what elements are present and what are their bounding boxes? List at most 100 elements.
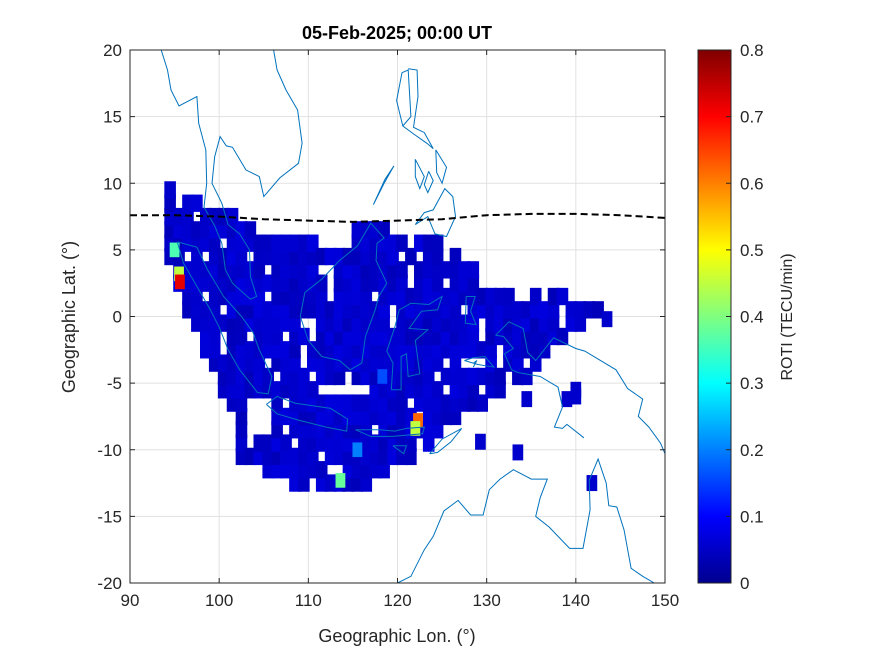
roti-cell [422, 327, 435, 346]
roti-cell [520, 301, 533, 319]
roti-cell [244, 287, 257, 306]
roti-cell [164, 221, 176, 239]
roti-cell [315, 301, 328, 319]
roti-cell [182, 301, 194, 319]
roti-cell [298, 461, 310, 479]
roti-cell [458, 394, 471, 412]
roti-cell [342, 274, 355, 292]
roti-cell [529, 314, 542, 332]
y-tick-label: -15 [97, 507, 122, 526]
roti-cell [324, 327, 337, 346]
coastline-path [472, 360, 478, 368]
roti-cell [182, 194, 194, 212]
roti-cell [547, 327, 560, 346]
roti-cell [485, 381, 497, 399]
roti-cell [503, 287, 515, 306]
roti-hotspot-6 [352, 442, 363, 458]
roti-cell [422, 354, 435, 372]
roti-cell [191, 261, 203, 279]
roti-cell [199, 207, 212, 226]
roti-cell [360, 274, 373, 292]
roti-cell [440, 301, 453, 319]
roti-cell [324, 341, 337, 359]
roti-cell [217, 221, 230, 239]
roti-cell [342, 474, 355, 492]
roti-cell [333, 407, 346, 426]
roti-cell [529, 327, 542, 346]
roti-cell [378, 447, 390, 466]
roti-cell [485, 287, 497, 306]
roti-cell [271, 247, 283, 266]
roti-cell [431, 394, 444, 412]
roti-cell [298, 367, 310, 386]
roti-cell [253, 261, 266, 279]
roti-cell [387, 434, 399, 452]
roti-cell [289, 234, 301, 252]
x-tick-label: 120 [383, 591, 411, 610]
roti-cell [494, 327, 506, 346]
roti-cell [561, 391, 573, 408]
roti-cell [476, 341, 489, 359]
roti-cell [289, 301, 301, 319]
roti-cell [512, 444, 524, 461]
roti-cell [387, 327, 399, 346]
roti-cell [226, 394, 239, 412]
roti-cell [467, 394, 480, 412]
roti-cell [208, 234, 221, 252]
roti-cell [476, 287, 489, 306]
roti-cell [271, 327, 283, 346]
roti-cell [271, 381, 283, 399]
roti-cell [494, 381, 506, 399]
roti-cell [458, 261, 471, 279]
roti-cell [396, 261, 408, 279]
roti-cell [324, 434, 337, 452]
roti-cell [324, 354, 337, 372]
roti-cells [164, 181, 613, 492]
roti-cell [351, 221, 364, 239]
roti-cell [351, 261, 364, 279]
roti-cell [315, 327, 328, 346]
roti-cell [342, 434, 355, 452]
roti-cell [235, 287, 248, 306]
roti-hotspot-0 [169, 242, 180, 258]
roti-cell [431, 274, 444, 292]
roti-cell [280, 314, 292, 332]
roti-cell [387, 394, 399, 412]
roti-cell [592, 301, 604, 319]
roti-cell [235, 327, 248, 346]
roti-cell [431, 327, 444, 346]
roti-cell [226, 234, 239, 252]
roti-cell [342, 261, 355, 279]
roti-cell [512, 301, 524, 319]
roti-cell [538, 327, 551, 346]
roti-cell [360, 314, 373, 332]
roti-cell [324, 301, 337, 319]
roti-cell [369, 381, 382, 399]
roti-cell [396, 327, 408, 346]
roti-cell [520, 314, 533, 332]
roti-cell [413, 367, 426, 386]
roti-cell [191, 301, 203, 319]
roti-cell [351, 287, 364, 306]
colorbar-tick-label: 0.7 [740, 108, 764, 127]
roti-cell [199, 274, 212, 292]
roti-cell [396, 314, 408, 332]
roti-cell [431, 234, 444, 252]
roti-cell [440, 407, 453, 426]
roti-cell [289, 367, 301, 386]
roti-cell [405, 434, 417, 452]
roti-cell [217, 314, 230, 332]
roti-cell [226, 341, 239, 359]
roti-cell [244, 221, 257, 239]
roti-cell [262, 301, 275, 319]
roti-cell [565, 314, 578, 332]
roti-cell [208, 354, 221, 372]
roti-cell [280, 274, 292, 292]
coastline-path [495, 321, 665, 454]
roti-cell [342, 287, 355, 306]
roti-cell [235, 407, 248, 426]
roti-cell [422, 274, 435, 292]
x-tick-label: 110 [295, 591, 322, 610]
roti-cell [378, 261, 390, 279]
roti-cell [324, 314, 337, 332]
